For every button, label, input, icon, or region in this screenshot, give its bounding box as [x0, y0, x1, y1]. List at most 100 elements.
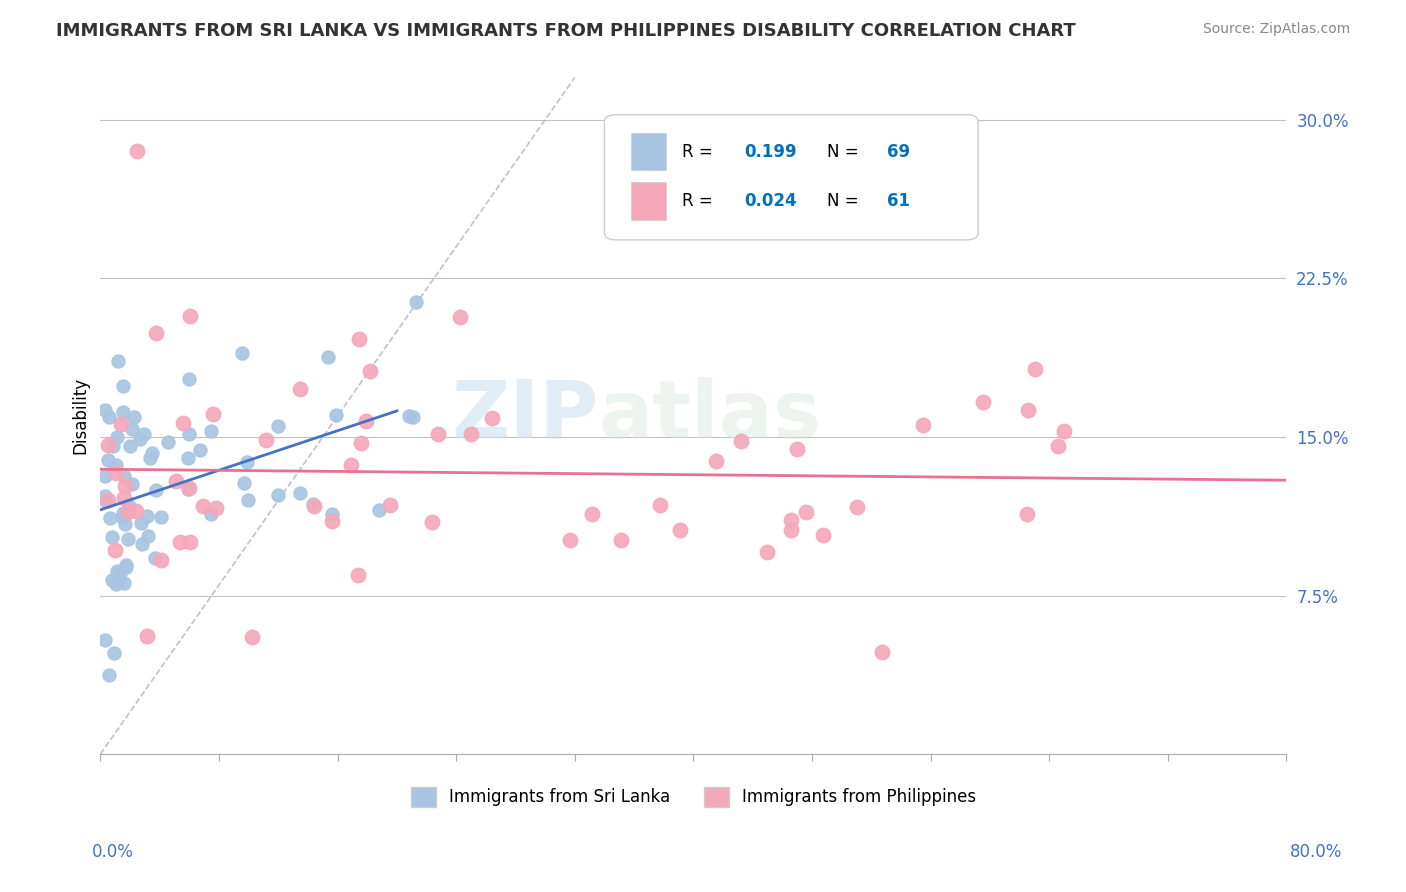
Point	[779, 513, 801, 527]
Point	[115, 558, 138, 573]
Text: 0.0%: 0.0%	[91, 843, 134, 861]
Text: 0.199: 0.199	[744, 143, 797, 161]
Point	[368, 503, 391, 517]
Point	[112, 491, 135, 505]
Point	[581, 507, 603, 521]
Point	[114, 479, 136, 493]
Point	[1017, 403, 1039, 417]
Legend: Immigrants from Sri Lanka, Immigrants from Philippines: Immigrants from Sri Lanka, Immigrants fr…	[404, 780, 983, 814]
Point	[101, 530, 124, 544]
Point	[301, 497, 323, 511]
Text: N =: N =	[828, 193, 859, 211]
Point	[1024, 361, 1046, 376]
Point	[669, 523, 692, 537]
Point	[349, 435, 371, 450]
Point	[121, 476, 143, 491]
Point	[104, 576, 127, 591]
Point	[104, 543, 127, 558]
Point	[111, 379, 134, 393]
Point	[911, 417, 934, 432]
Point	[177, 450, 200, 465]
Point	[121, 422, 143, 436]
Text: IMMIGRANTS FROM SRI LANKA VS IMMIGRANTS FROM PHILIPPINES DISABILITY CORRELATION : IMMIGRANTS FROM SRI LANKA VS IMMIGRANTS …	[56, 22, 1076, 40]
Point	[402, 409, 425, 424]
Point	[398, 409, 420, 424]
Text: 69: 69	[887, 143, 910, 161]
Point	[177, 482, 200, 496]
Y-axis label: Disability: Disability	[72, 377, 89, 454]
Point	[97, 493, 120, 508]
Point	[118, 499, 141, 513]
Point	[233, 476, 256, 491]
Point	[107, 564, 129, 578]
Point	[115, 560, 138, 574]
Point	[149, 509, 172, 524]
Point	[112, 506, 135, 520]
Point	[172, 416, 194, 430]
Point	[107, 354, 129, 368]
Text: atlas: atlas	[599, 376, 821, 455]
Point	[610, 533, 633, 548]
Text: Source: ZipAtlas.com: Source: ZipAtlas.com	[1202, 22, 1350, 37]
Point	[112, 576, 135, 591]
Point	[786, 442, 808, 456]
Point	[290, 382, 312, 396]
Point	[188, 443, 211, 458]
Point	[200, 424, 222, 438]
Text: R =: R =	[682, 143, 713, 161]
Point	[179, 427, 201, 442]
Point	[202, 407, 225, 421]
Text: N =: N =	[828, 143, 859, 161]
Point	[288, 485, 311, 500]
Point	[179, 309, 201, 323]
Point	[98, 667, 121, 681]
Text: 80.0%: 80.0%	[1291, 843, 1343, 861]
Point	[460, 426, 482, 441]
Point	[179, 535, 201, 549]
Point	[97, 453, 120, 467]
Point	[811, 528, 834, 542]
FancyBboxPatch shape	[605, 115, 979, 240]
Point	[845, 500, 868, 514]
Point	[380, 498, 402, 512]
Point	[108, 566, 131, 580]
Point	[325, 408, 347, 422]
Point	[125, 504, 148, 518]
Point	[204, 500, 226, 515]
Text: R =: R =	[682, 193, 713, 211]
Point	[756, 545, 779, 559]
Point	[165, 475, 187, 489]
Point	[101, 573, 124, 587]
Point	[94, 489, 117, 503]
Point	[179, 372, 201, 386]
Point	[107, 573, 129, 587]
Point	[111, 509, 134, 524]
Point	[98, 510, 121, 524]
Point	[422, 515, 444, 529]
Point	[111, 404, 134, 418]
Point	[135, 629, 157, 643]
Point	[94, 494, 117, 508]
Point	[1046, 440, 1069, 454]
Point	[730, 434, 752, 448]
Point	[105, 458, 128, 473]
FancyBboxPatch shape	[630, 133, 666, 170]
Point	[779, 523, 801, 537]
Point	[143, 551, 166, 566]
Point	[347, 332, 370, 346]
Point	[136, 529, 159, 543]
Point	[145, 483, 167, 497]
Point	[1015, 507, 1038, 521]
Point	[302, 499, 325, 513]
Point	[131, 537, 153, 551]
Point	[145, 326, 167, 340]
Point	[156, 435, 179, 450]
Point	[648, 498, 671, 512]
Point	[193, 500, 215, 514]
FancyBboxPatch shape	[630, 182, 666, 219]
Point	[254, 434, 277, 448]
Point	[97, 438, 120, 452]
Point	[321, 508, 343, 522]
Point	[794, 504, 817, 518]
Point	[103, 647, 125, 661]
